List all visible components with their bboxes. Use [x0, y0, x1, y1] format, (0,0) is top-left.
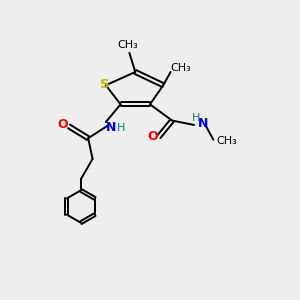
- Text: H: H: [191, 113, 200, 124]
- Text: H: H: [117, 123, 125, 133]
- Text: CH₃: CH₃: [118, 40, 138, 50]
- Text: N: N: [106, 121, 116, 134]
- Text: O: O: [57, 118, 68, 130]
- Text: S: S: [100, 78, 109, 91]
- Text: CH₃: CH₃: [170, 63, 191, 73]
- Text: CH₃: CH₃: [216, 136, 237, 146]
- Text: N: N: [198, 117, 208, 130]
- Text: O: O: [148, 130, 158, 143]
